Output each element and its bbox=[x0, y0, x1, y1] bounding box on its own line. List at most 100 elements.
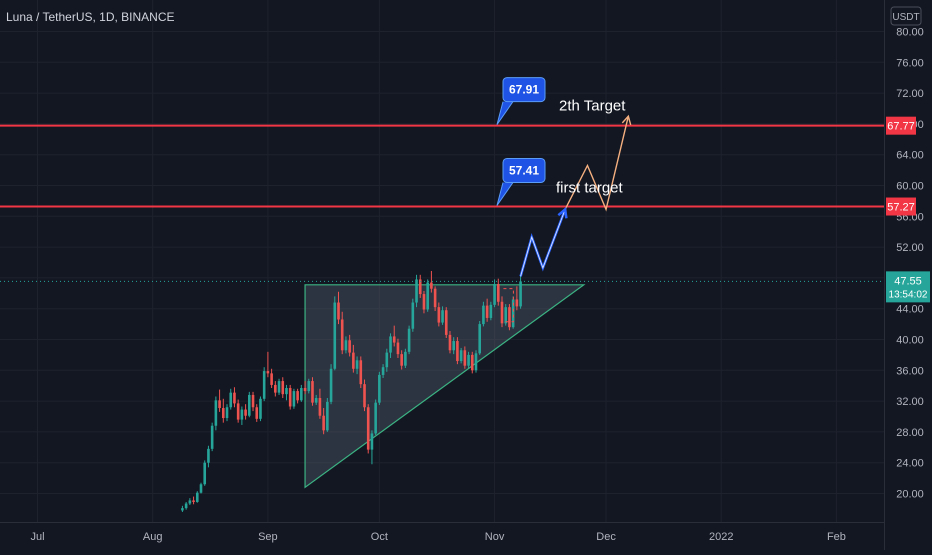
price-callout[interactable]: 57.41 bbox=[496, 157, 546, 206]
candle-body bbox=[459, 350, 463, 362]
candle-body bbox=[259, 398, 262, 419]
candle-body bbox=[463, 350, 467, 366]
x-tick-label: Nov bbox=[485, 531, 505, 543]
candle-body bbox=[181, 508, 184, 511]
y-tick-label: 28.00 bbox=[896, 427, 924, 439]
candle-body bbox=[504, 307, 508, 324]
candle-body bbox=[411, 302, 415, 329]
candle-body bbox=[266, 371, 270, 374]
y-tick-label: 60.00 bbox=[896, 181, 924, 193]
y-tick-label: 76.00 bbox=[896, 57, 924, 69]
y-tick-label: 20.00 bbox=[896, 489, 924, 501]
candle-body bbox=[288, 388, 292, 407]
candle-body bbox=[489, 304, 493, 318]
candle-body bbox=[262, 371, 266, 399]
candle-body bbox=[333, 302, 337, 369]
candle-body bbox=[422, 294, 426, 310]
candle-body bbox=[426, 282, 429, 310]
candle-body bbox=[225, 407, 229, 419]
candle-body bbox=[407, 328, 411, 352]
candle-body bbox=[214, 400, 218, 426]
candle-body bbox=[296, 391, 299, 401]
currency-label: USDT bbox=[892, 12, 919, 23]
candle-body bbox=[348, 340, 351, 353]
candle-body bbox=[355, 360, 359, 369]
countdown-label: 13:54:02 bbox=[889, 289, 928, 300]
candle-body bbox=[318, 398, 322, 416]
orange-arrowhead bbox=[621, 114, 632, 126]
drawing-layer[interactable]: 67.91 57.41 2th Target first target bbox=[496, 77, 632, 323]
x-tick-label: Sep bbox=[258, 531, 278, 543]
candle-body bbox=[370, 433, 374, 450]
candle-body bbox=[195, 492, 199, 502]
y-tick-label: 32.00 bbox=[896, 396, 924, 408]
callout-pointer bbox=[496, 101, 514, 125]
candle-body bbox=[218, 400, 221, 409]
candle-body bbox=[322, 415, 325, 431]
hline-layer[interactable] bbox=[0, 124, 884, 282]
candle-body bbox=[184, 503, 188, 509]
y-tick-label: 24.00 bbox=[896, 458, 924, 470]
price-callout[interactable]: 67.91 bbox=[496, 77, 546, 125]
candle-body bbox=[210, 425, 214, 449]
y-tick-label: 80.00 bbox=[896, 27, 924, 39]
candle-body bbox=[303, 388, 307, 392]
candle-body bbox=[192, 500, 195, 502]
annotation-second-target[interactable]: 2th Target bbox=[559, 98, 626, 115]
callout-pointer bbox=[496, 182, 514, 206]
x-tick-label: Jul bbox=[30, 531, 44, 543]
breakout-marker bbox=[503, 288, 514, 323]
candle-body bbox=[307, 381, 311, 392]
target-line-label: 57.27 bbox=[887, 202, 915, 214]
candle-body bbox=[233, 392, 236, 404]
annotation-first-target[interactable]: first target bbox=[556, 180, 624, 197]
candle-body bbox=[340, 319, 344, 351]
currency-badge[interactable]: USDT bbox=[890, 6, 922, 26]
candle-body bbox=[500, 301, 504, 324]
x-tick-label: Dec bbox=[596, 531, 616, 543]
candle-layer bbox=[181, 270, 522, 512]
symbol-title[interactable]: Luna / TetherUS, 1D, BINANCE bbox=[6, 10, 175, 24]
x-tick-label: Feb bbox=[827, 531, 846, 543]
candle-body bbox=[415, 279, 418, 303]
candle-body bbox=[452, 341, 455, 351]
y-tick-label: 44.00 bbox=[896, 304, 924, 316]
grid-layer bbox=[0, 0, 884, 522]
candle-body bbox=[493, 284, 496, 305]
candle-body bbox=[274, 384, 277, 393]
candle-body bbox=[359, 360, 363, 385]
candle-body bbox=[508, 307, 511, 328]
candle-body bbox=[240, 409, 244, 420]
candle-body bbox=[511, 299, 515, 328]
candle-body bbox=[222, 408, 225, 419]
candle-body bbox=[404, 351, 407, 366]
candle-body bbox=[470, 354, 474, 371]
candle-body bbox=[199, 484, 203, 493]
target-line-badge bbox=[886, 197, 916, 216]
candle-body bbox=[329, 368, 333, 402]
candle-body bbox=[285, 388, 288, 395]
candle-body bbox=[366, 407, 370, 450]
projection-path-blue-core bbox=[520, 209, 566, 277]
candle-body bbox=[352, 352, 355, 369]
candle-body bbox=[478, 324, 482, 354]
candle-body bbox=[255, 407, 259, 419]
candle-body bbox=[300, 388, 303, 401]
candle-body bbox=[396, 342, 400, 355]
y-tick-label: 64.00 bbox=[896, 150, 924, 162]
projection-path-orange[interactable] bbox=[564, 116, 630, 212]
candle-body bbox=[400, 354, 403, 366]
current-price-label: 47.55 bbox=[894, 275, 922, 287]
target-line-badge bbox=[886, 116, 916, 135]
x-tick-label: Aug bbox=[143, 531, 163, 543]
y-tick-label: 72.00 bbox=[896, 88, 924, 100]
candle-body bbox=[437, 307, 441, 323]
y-tick-label: 40.00 bbox=[896, 335, 924, 347]
candle-body bbox=[482, 305, 485, 325]
candle-body bbox=[519, 281, 522, 307]
candle-body bbox=[236, 403, 240, 420]
candle-body bbox=[363, 384, 366, 408]
